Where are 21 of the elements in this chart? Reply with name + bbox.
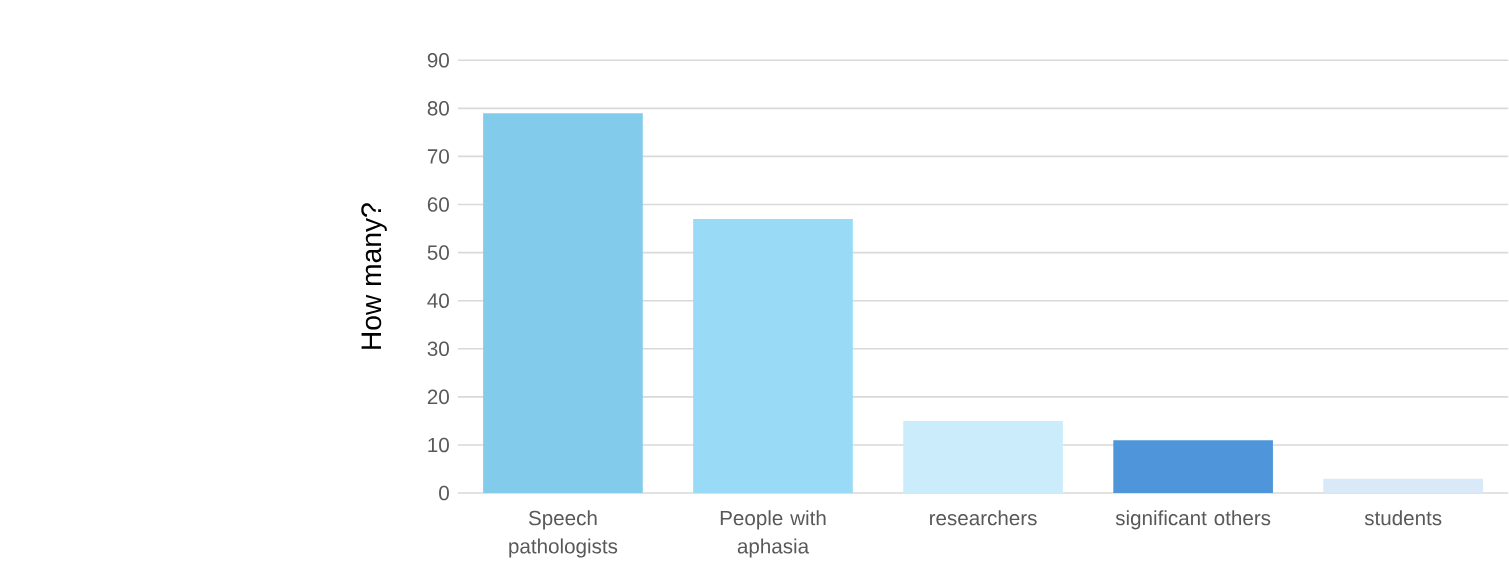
y-tick-label: 90 [427, 52, 449, 68]
y-axis-title: How many? [361, 203, 387, 349]
bar [1323, 478, 1483, 493]
y-tick-label: 80 [427, 100, 449, 116]
y-tick-label: 50 [427, 245, 449, 260]
bar [903, 420, 1063, 493]
x-tick-label: students [1364, 510, 1442, 526]
y-tick-label: 30 [427, 341, 449, 356]
bar [693, 218, 853, 493]
y-tick-label: 40 [427, 293, 449, 308]
x-tick-label: People with aphasia [720, 510, 826, 558]
y-tick-label: 70 [427, 149, 449, 164]
x-tick-label: researchers [930, 510, 1037, 526]
y-tick-label: 20 [427, 389, 449, 405]
bar [1113, 440, 1273, 493]
bar [483, 113, 643, 493]
y-tick-label: 60 [427, 197, 449, 212]
y-tick-label: 10 [428, 437, 449, 453]
x-tick-label: Speech pathologists [509, 510, 618, 558]
y-tick-label: 0 [439, 485, 449, 501]
x-tick-label: significant others [1115, 510, 1271, 530]
